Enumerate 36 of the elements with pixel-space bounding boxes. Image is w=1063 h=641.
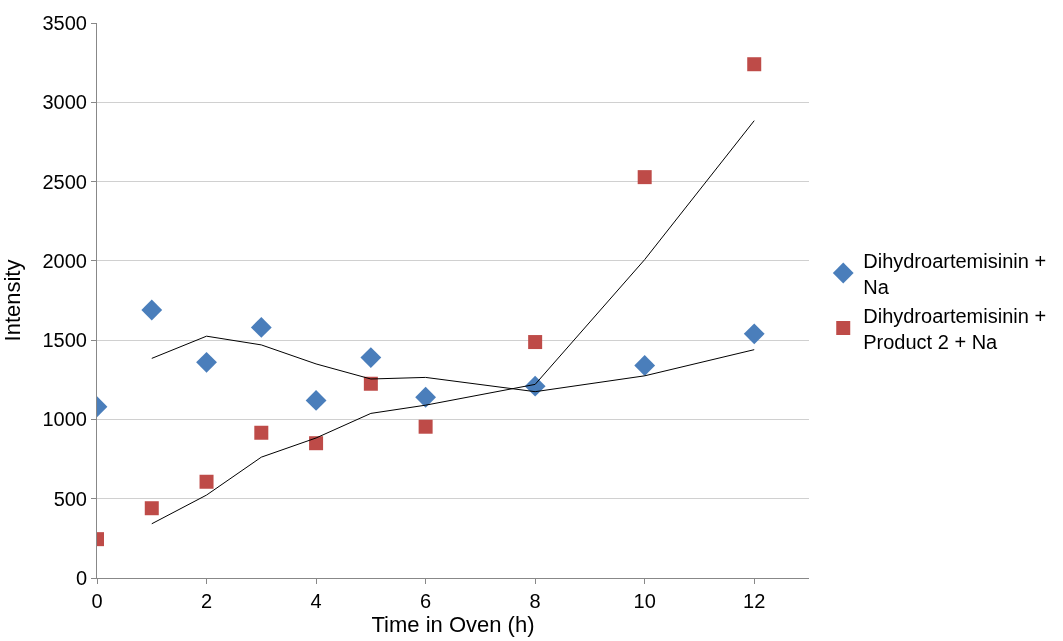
line-series [151,120,755,525]
legend-label: Dihydroartemisinin + Na [863,249,1047,298]
y-tick-label: 3500 [42,12,87,34]
point [743,323,765,345]
y-tick-label: 1000 [42,408,87,431]
x-tick-label: 4 [310,590,322,612]
y-axis-title: Intensity [0,259,26,342]
y-tick-label: 2000 [42,249,87,272]
legend-label: Dihydroartemisinin + Product 2 + Na [863,304,1047,353]
point [747,57,762,72]
point [418,419,433,434]
point [415,386,437,408]
point [305,390,327,411]
point [637,170,652,185]
point [528,335,543,350]
point [634,355,656,376]
y-tick-label: 500 [53,487,87,510]
point [196,351,217,373]
point [199,474,214,489]
y-tick-label: 3000 [42,91,87,114]
y-tick-label: 1500 [42,329,87,352]
point [254,425,269,440]
x-tick-label: 0 [91,590,103,612]
point [141,299,163,321]
x-tick-label: 8 [529,590,541,612]
x-tick-label: 10 [633,590,656,612]
point [309,436,324,451]
point [144,501,159,516]
x-tick-label: 2 [200,590,213,612]
x-tick-label: 12 [743,590,766,612]
x-axis-title: Time in Oven (h) [371,612,535,637]
point [250,317,272,338]
x-tick-label: 6 [420,590,432,612]
y-tick-label: 0 [75,567,87,589]
y-tick-label: 2500 [42,170,87,193]
point [360,347,382,368]
